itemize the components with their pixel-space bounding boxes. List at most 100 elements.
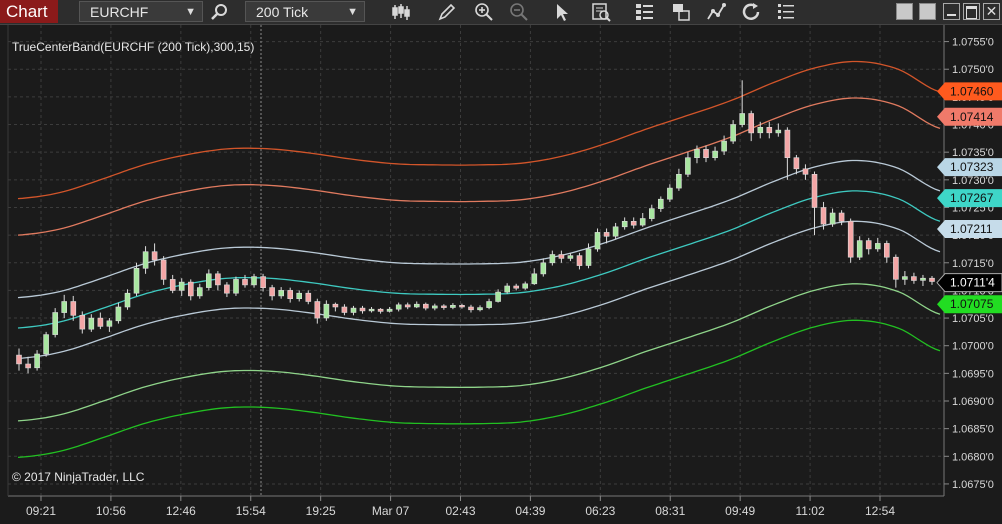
candle-body [160, 259, 167, 280]
candle-body [88, 317, 95, 330]
candle-body [648, 208, 655, 219]
zoom-out-icon[interactable] [508, 2, 530, 22]
candle-body [269, 287, 275, 297]
candle-body [242, 279, 248, 286]
y-tick-label: 1.0705'0 [952, 313, 994, 325]
bar-type-icon[interactable] [390, 2, 412, 22]
maximize-icon[interactable] [963, 3, 980, 20]
candle-body [920, 277, 926, 281]
candle-body [603, 232, 610, 237]
candle-body [178, 281, 185, 291]
candle-body [206, 273, 212, 288]
candle-body [694, 149, 700, 159]
interval-value: 200 Tick [256, 4, 309, 20]
candle-body [929, 277, 935, 282]
instrument-value: EURCHF [90, 4, 149, 20]
close-icon[interactable]: ✕ [983, 3, 1000, 20]
candle-body [341, 306, 348, 313]
y-tick-label: 1.0690'0 [952, 396, 994, 408]
price-marker [937, 295, 1002, 314]
minimize-bar-icon [947, 14, 956, 16]
minimize-icon[interactable] [919, 3, 936, 20]
candle-body [522, 283, 529, 289]
x-tick-label: 02:43 [445, 504, 475, 518]
x-tick-label: 04:39 [515, 504, 545, 518]
chart-tab[interactable]: Chart [0, 0, 58, 23]
chevron-down-icon: ▼ [347, 6, 358, 18]
candle-body [422, 303, 429, 309]
price-marker-label: 1.07323 [950, 160, 994, 174]
templates-icon[interactable] [670, 2, 692, 22]
y-tick-label: 1.0680'0 [952, 451, 994, 463]
candle-body [802, 168, 809, 175]
candle-body [368, 308, 375, 312]
candle-body [585, 248, 592, 266]
candle-body [829, 212, 836, 225]
band-line-inner-upper [17, 159, 941, 299]
y-tick-label: 1.0685'0 [952, 424, 994, 436]
pencil-icon[interactable] [436, 2, 458, 22]
candle-body [359, 307, 366, 312]
candle-body [52, 312, 59, 335]
candle-body [450, 304, 456, 308]
candle-body [630, 221, 637, 226]
candle-body [612, 226, 619, 237]
candle-body [893, 256, 899, 280]
candle-body [549, 254, 556, 264]
candle-body [332, 303, 339, 308]
interval-selector[interactable]: 200 Tick ▼ [245, 1, 365, 22]
zoom-in-icon[interactable] [473, 2, 495, 22]
instrument-selector[interactable]: EURCHF ▼ [79, 1, 203, 22]
candle-body [793, 157, 800, 170]
minimize-window-button[interactable] [943, 3, 960, 20]
indicators-icon[interactable] [705, 2, 727, 22]
candle-body [775, 129, 782, 134]
candle-body [757, 127, 764, 134]
copyright-text: © 2017 NinjaTrader, LLC [12, 470, 145, 484]
candle-body [712, 150, 718, 158]
search-icon[interactable] [208, 2, 230, 22]
x-tick-label: 12:54 [865, 504, 895, 518]
y-tick-label: 1.0715'0 [952, 258, 994, 270]
chart-canvas[interactable]: 1.0755'01.0750'01.0745'01.0740'01.0735'0… [0, 25, 1002, 524]
candle-body [531, 273, 538, 285]
pointer-icon[interactable] [551, 2, 573, 22]
candle-body [784, 129, 791, 158]
x-tick-label: 09:49 [725, 504, 755, 518]
x-tick-label: 11:02 [796, 504, 825, 518]
candle-body [621, 221, 628, 228]
refresh-icon[interactable] [741, 2, 763, 22]
x-tick-label: 19:25 [306, 504, 336, 518]
candle-body [133, 268, 140, 294]
data-box-icon[interactable] [590, 2, 612, 22]
candle-body [287, 290, 294, 299]
candle-body [594, 232, 601, 250]
y-tick-label: 1.0700'0 [952, 341, 994, 353]
candle-body [685, 157, 691, 175]
candle-body [558, 254, 565, 259]
candle-body [151, 251, 158, 261]
candle-body [477, 307, 483, 311]
x-tick-label: 09:21 [26, 504, 56, 518]
candle-body [459, 304, 465, 308]
indicator-label: TrueCenterBand(EURCHF (200 Tick),300,15) [12, 40, 254, 54]
candle-body [34, 353, 40, 369]
y-tick-label: 1.0735'0 [952, 147, 994, 159]
price-marker [936, 273, 1002, 293]
candle-body [540, 262, 547, 275]
restore-icon[interactable] [896, 3, 913, 20]
candle-body [124, 292, 131, 308]
candle-body [296, 292, 303, 300]
candle-body [188, 281, 194, 297]
candle-body [874, 243, 881, 250]
properties-icon[interactable] [775, 2, 797, 22]
candle-body [43, 334, 49, 355]
candle-body [902, 276, 908, 280]
candle-body [224, 284, 230, 294]
candle-body [657, 198, 664, 209]
price-marker [937, 158, 1002, 177]
strategies-icon[interactable] [634, 2, 656, 22]
candle-body [386, 308, 393, 312]
candle-body [748, 113, 755, 134]
candle-body [305, 292, 312, 302]
